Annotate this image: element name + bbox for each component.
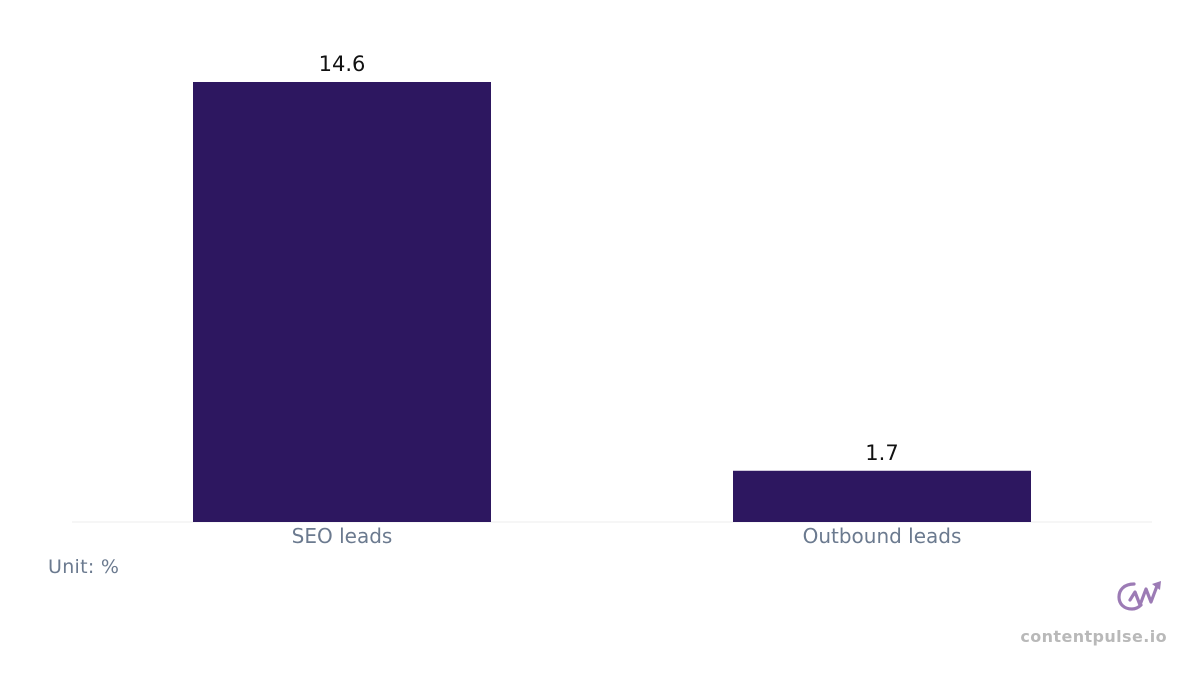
contentpulse-logo-icon <box>1116 578 1168 614</box>
x-tick-label-seo-leads: SEO leads <box>292 524 393 548</box>
bar-seo-leads <box>193 82 491 522</box>
brand-name: contentpulse.io <box>1020 627 1167 646</box>
x-tick-label-outbound-leads: Outbound leads <box>803 524 962 548</box>
data-label-outbound-leads: 1.7 <box>865 441 898 465</box>
data-label-seo-leads: 14.6 <box>319 52 366 76</box>
bar-outbound-leads <box>733 470 1031 522</box>
unit-label: Unit: % <box>48 556 120 578</box>
